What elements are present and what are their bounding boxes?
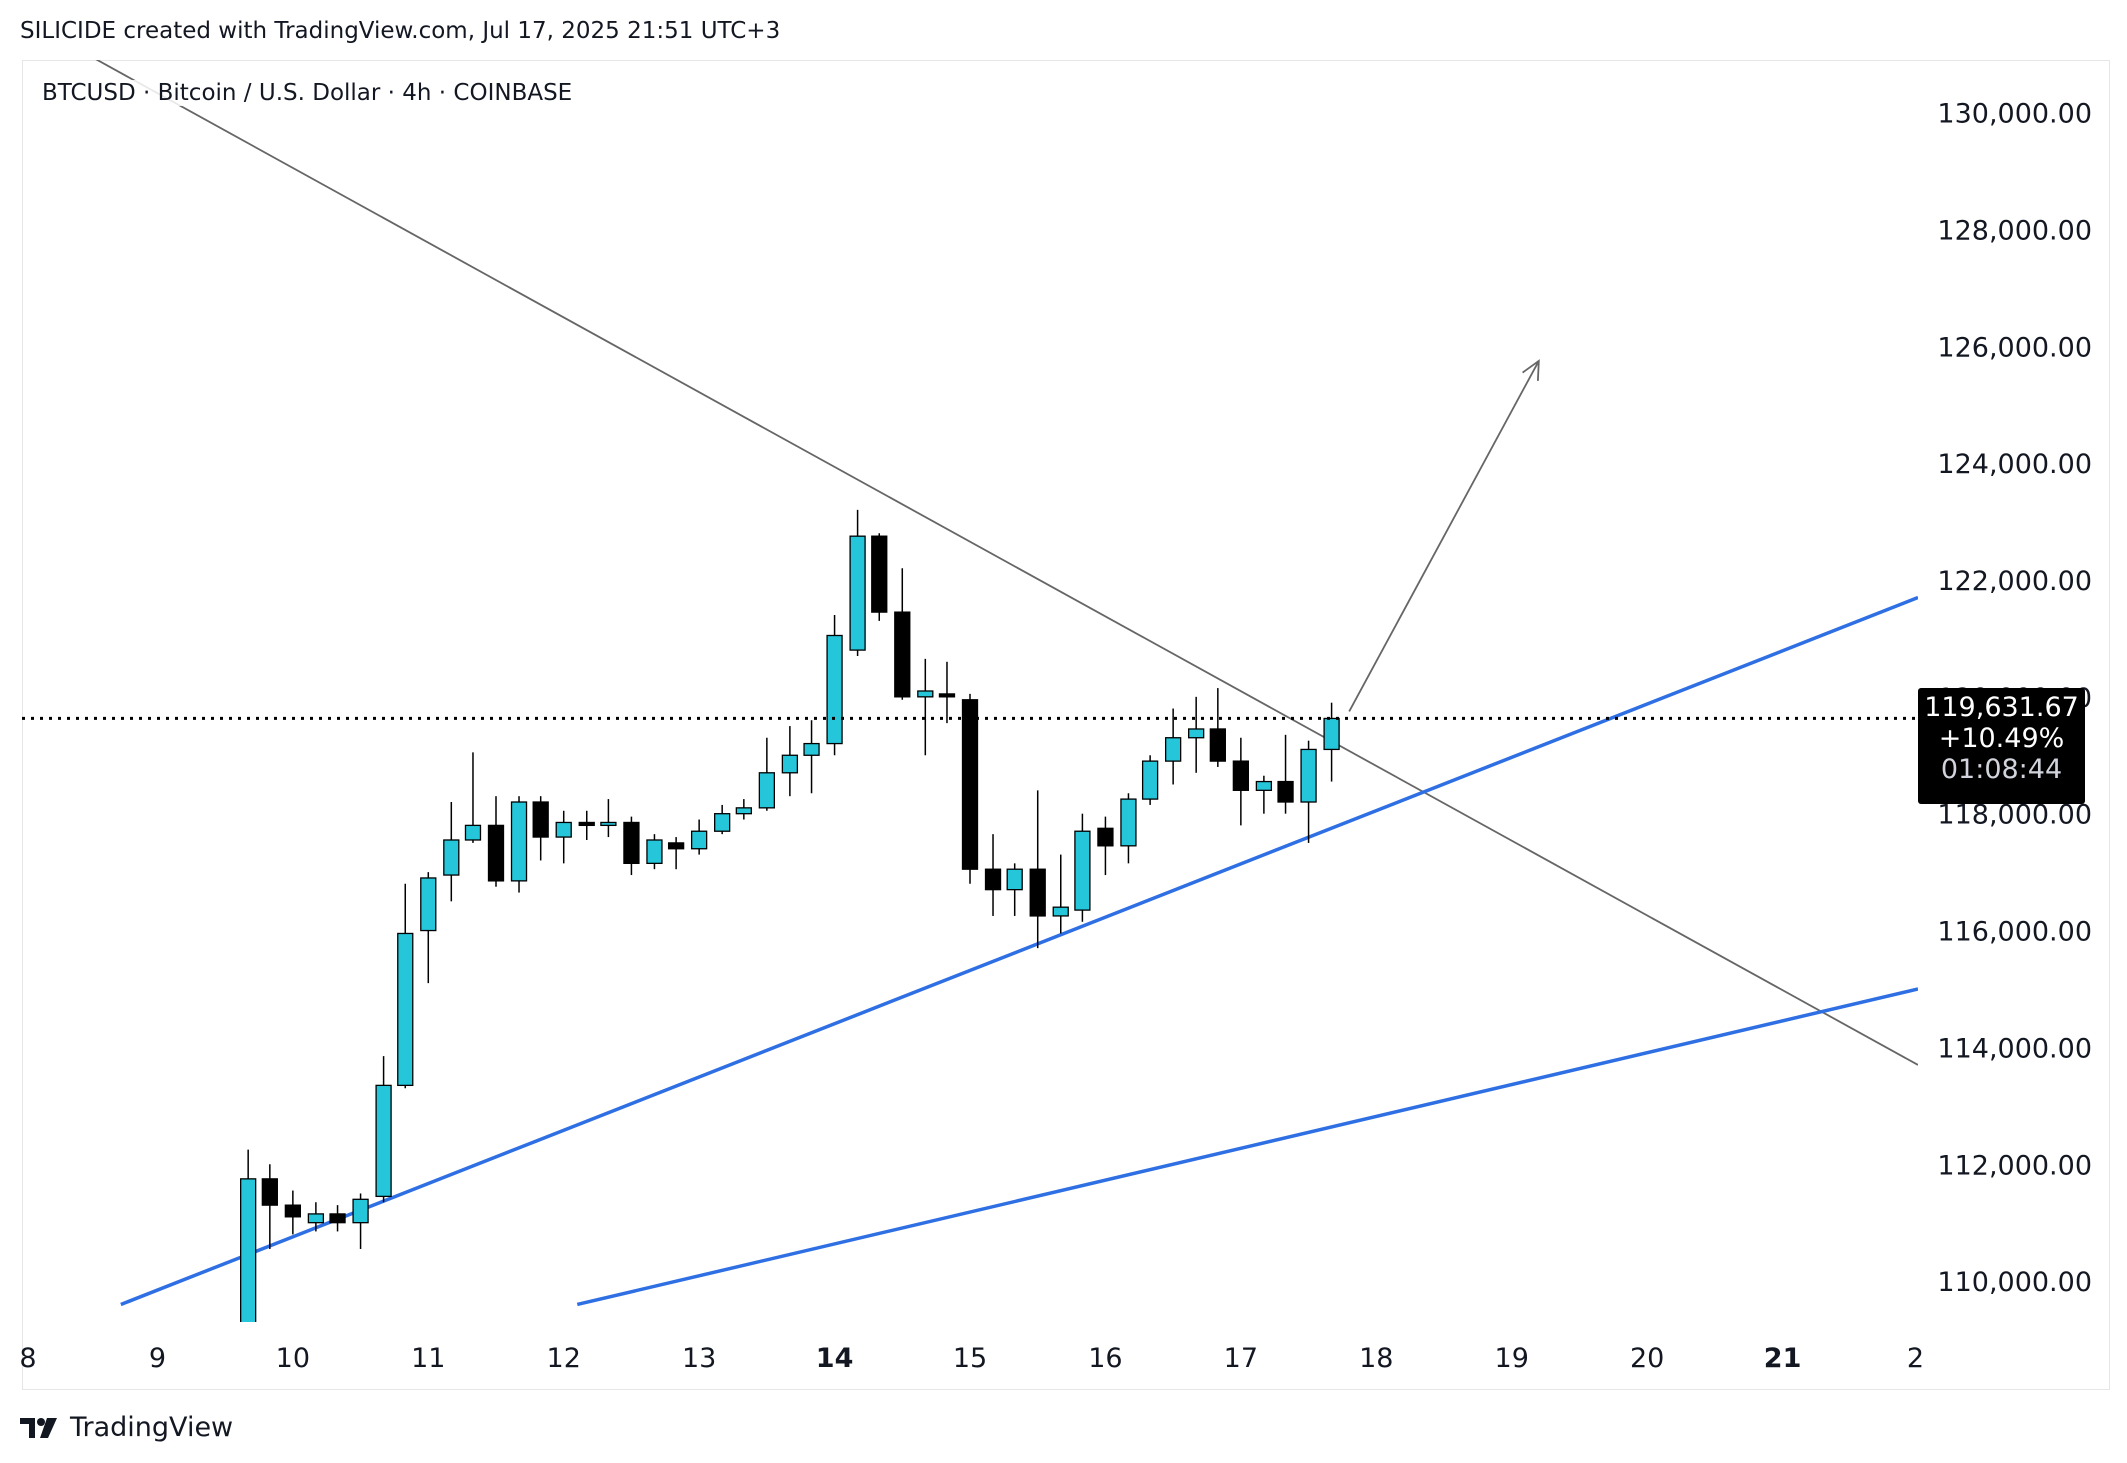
x-axis-tick-label: 16 (1088, 1343, 1122, 1374)
bullish-candle (1052, 906, 1069, 917)
bearish-candle (261, 1178, 278, 1206)
footer-brand[interactable]: TradingView (20, 1412, 233, 1443)
y-axis-tick-label: 110,000.00 (1937, 1267, 2092, 1298)
bullish-candle (1300, 748, 1317, 803)
bearish-candle (984, 868, 1002, 891)
bullish-candle (375, 1084, 392, 1198)
y-axis-tick-label: 126,000.00 (1937, 332, 2092, 363)
bullish-candle (555, 821, 572, 838)
bullish-candle (735, 807, 752, 815)
bullish-candle (1323, 717, 1340, 751)
chart-attribution: SILICIDE created with TradingView.com, J… (20, 18, 781, 44)
bullish-candle (646, 839, 663, 865)
bearish-candle (961, 699, 979, 870)
bullish-candle (307, 1213, 325, 1224)
bearish-candle (487, 824, 505, 882)
bearish-candle (1209, 728, 1226, 762)
x-axis-tick-label: 21 (1764, 1343, 1802, 1374)
y-axis-tick-label: 128,000.00 (1937, 215, 2092, 246)
bullish-candle (240, 1178, 257, 1322)
y-axis-tick-label: 130,000.00 (1937, 99, 2092, 130)
bar-countdown: 01:08:44 (1940, 754, 2063, 785)
bearish-candle (532, 801, 549, 838)
bearish-candle (578, 821, 595, 827)
bullish-candle (826, 634, 843, 745)
descending-trendline (95, 60, 1918, 1066)
x-axis-tick-label: 10 (276, 1343, 310, 1374)
bullish-candle (420, 877, 437, 932)
y-axis-tick-label: 124,000.00 (1937, 449, 2092, 480)
x-axis-tick-label: 19 (1495, 1343, 1529, 1374)
bullish-candle (1255, 780, 1273, 791)
bullish-candle (352, 1198, 369, 1224)
bearish-candle (938, 693, 956, 698)
bearish-candle (667, 842, 685, 850)
bullish-candle (600, 821, 617, 827)
bearish-candle (623, 821, 640, 865)
bullish-candle (1074, 830, 1091, 911)
y-axis-tick-label: 116,000.00 (1937, 917, 2092, 948)
x-axis-tick-label: 15 (953, 1343, 987, 1374)
bullish-candle (917, 690, 934, 698)
y-axis-tick-label: 118,000.00 (1937, 800, 2092, 831)
bullish-candle (1188, 728, 1205, 739)
bullish-candle (1141, 760, 1159, 800)
bearish-candle (1277, 780, 1294, 803)
rising-support-upper (120, 595, 1918, 1307)
price-change-percent: +10.49% (1938, 723, 2065, 754)
x-axis-tick-label: 17 (1224, 1343, 1258, 1374)
current-price-label: 119,631.67 +10.49% 01:08:44 (1918, 688, 2085, 804)
bullish-candle (690, 830, 708, 850)
chart-frame (22, 60, 2110, 1390)
bullish-candle (758, 772, 776, 809)
bearish-candle (1232, 760, 1250, 791)
bullish-candle (849, 535, 866, 651)
bullish-candle (1006, 868, 1023, 891)
x-axis-tick-label: 13 (682, 1343, 716, 1374)
x-axis-tick-label: 8 (19, 1343, 36, 1374)
bearish-candle (871, 535, 888, 613)
bullish-candle (1164, 737, 1182, 762)
x-axis-tick-label: 14 (816, 1343, 854, 1374)
y-axis-tick-label: 114,000.00 (1937, 1033, 2092, 1064)
bearish-candle (1097, 827, 1114, 847)
bearish-candle (284, 1204, 302, 1218)
bearish-candle (1029, 868, 1046, 917)
x-axis-tick-label: 12 (547, 1343, 581, 1374)
bullish-candle (397, 932, 414, 1087)
y-axis-tick-label: 122,000.00 (1937, 566, 2092, 597)
y-axis-tick-label: 112,000.00 (1937, 1150, 2092, 1181)
bearish-candle (894, 611, 911, 698)
x-axis-tick-label: 9 (149, 1343, 166, 1374)
current-price-value: 119,631.67 (1924, 692, 2079, 723)
tradingview-logo-icon (20, 1417, 57, 1438)
symbol-title[interactable]: BTCUSD · Bitcoin / U.S. Dollar · 4h · CO… (38, 80, 577, 106)
bullish-candle (464, 824, 482, 841)
bearish-candle (329, 1213, 346, 1224)
x-axis-tick-label: 2 (1907, 1343, 1924, 1374)
projection-arrow (1348, 360, 1540, 712)
projection-arrow-head (1522, 359, 1540, 381)
bullish-candle (714, 813, 731, 832)
bullish-candle (781, 754, 799, 774)
bullish-candle (803, 742, 820, 756)
footer-brand-label: TradingView (70, 1412, 234, 1443)
x-axis-tick-label: 20 (1630, 1343, 1664, 1374)
x-axis-tick-label: 18 (1359, 1343, 1393, 1374)
bullish-candle (1120, 798, 1137, 847)
rising-support-lower (576, 987, 1918, 1307)
x-axis-tick-label: 11 (411, 1343, 445, 1374)
bullish-candle (510, 801, 528, 882)
bullish-candle (443, 839, 460, 876)
